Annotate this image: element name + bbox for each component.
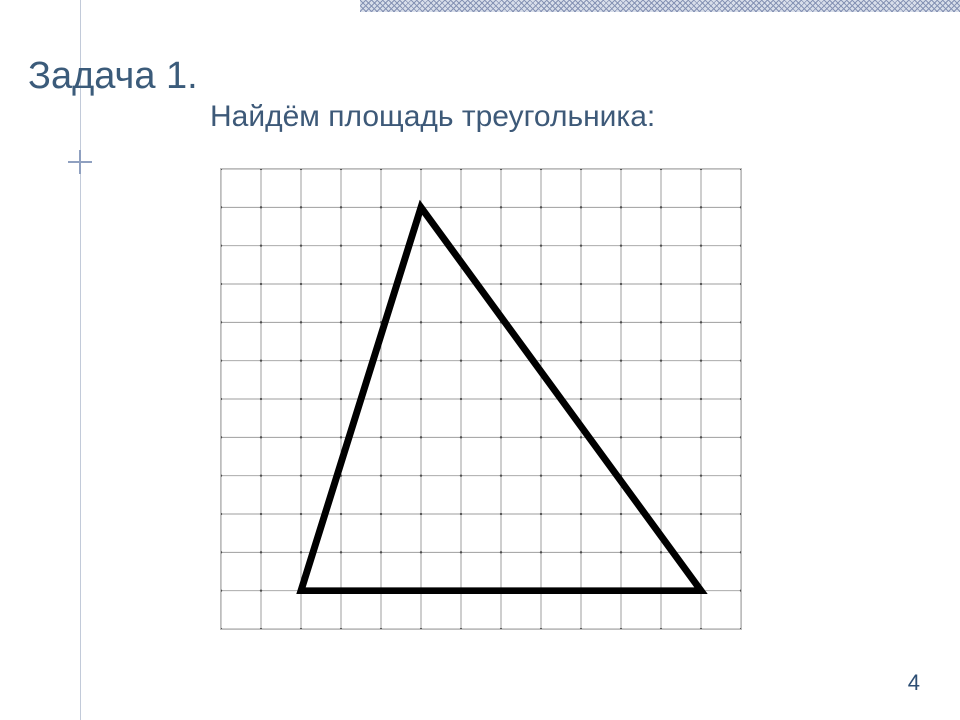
slide: { "title": "Задача 1.", "subtitle": "Най… xyxy=(0,0,960,720)
slide-title: Задача 1. xyxy=(28,55,198,98)
left-rule-cross-icon xyxy=(68,150,92,174)
top-decor-pattern xyxy=(360,0,960,12)
slide-subtitle: Найдём площадь треугольника: xyxy=(210,100,655,134)
page-number: 4 xyxy=(908,670,920,696)
triangle-grid-figure xyxy=(220,168,742,630)
triangle-grid-svg xyxy=(221,169,741,629)
left-vertical-rule xyxy=(80,0,81,720)
